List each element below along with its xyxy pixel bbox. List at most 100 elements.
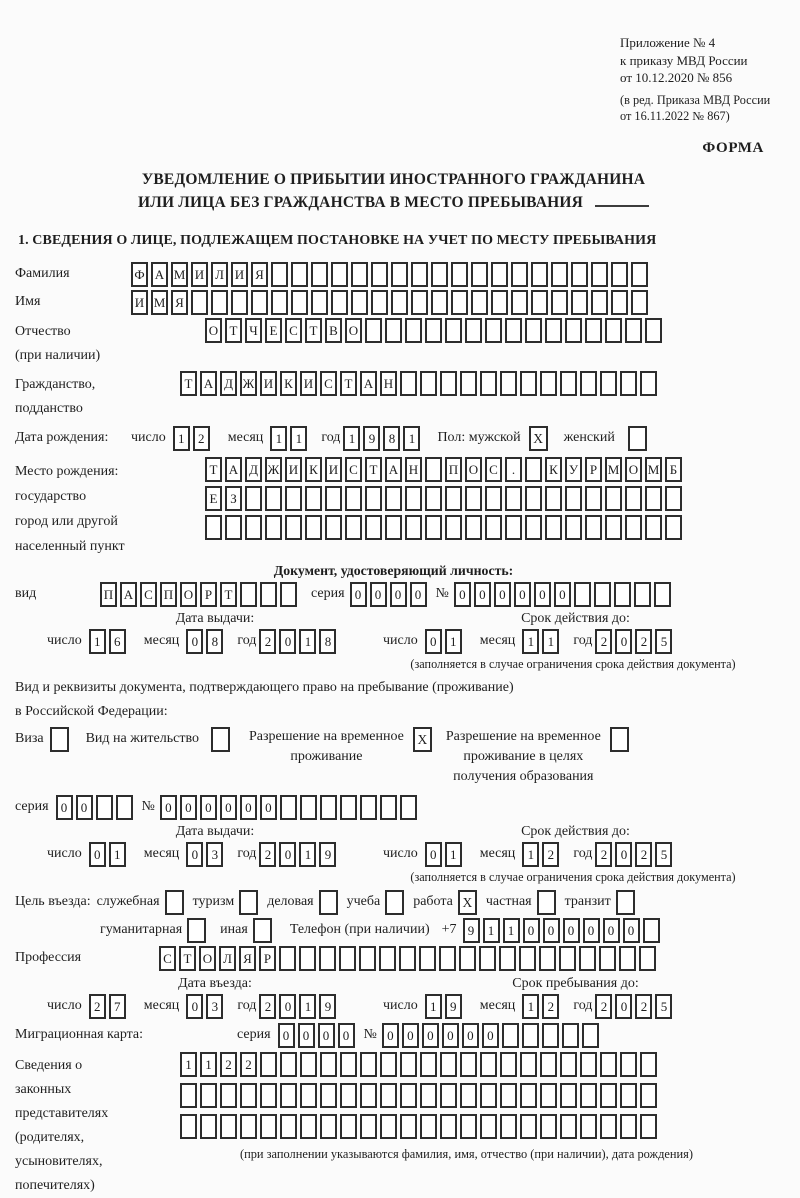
char-box — [360, 1082, 377, 1108]
char-box — [565, 317, 582, 343]
char-box — [205, 514, 222, 540]
purpose-business-label: деловая — [267, 894, 314, 909]
char-box — [491, 289, 508, 315]
title-line-2: ИЛИ ЛИЦА БЕЗ ГРАЖДАНСТВА В МЕСТО ПРЕБЫВА… — [15, 191, 772, 214]
char-box: 1 — [290, 425, 308, 451]
purpose-label: Цель въезда: — [15, 894, 91, 909]
birth-place-row-3 — [205, 514, 685, 540]
char-box — [385, 485, 402, 511]
char-box — [380, 1113, 397, 1139]
residence-series-label: серия — [15, 799, 49, 814]
char-box — [271, 289, 288, 315]
purpose-tourism-label: туризм — [192, 894, 235, 909]
char-box — [465, 485, 482, 511]
char-box: М — [605, 456, 622, 482]
residence-permit-label: Вид на жительство — [85, 730, 199, 746]
char-box — [520, 1051, 537, 1077]
char-box: 0 — [441, 1022, 459, 1048]
char-box — [580, 1082, 597, 1108]
female-checkbox — [627, 425, 647, 451]
char-box — [585, 485, 602, 511]
char-box — [519, 945, 536, 971]
char-box — [365, 514, 382, 540]
char-box — [285, 514, 302, 540]
char-box: 2 — [259, 993, 277, 1019]
char-box — [420, 1113, 437, 1139]
char-box: У — [565, 456, 582, 482]
char-box — [600, 1113, 617, 1139]
char-box — [485, 317, 502, 343]
month-label: месяц — [479, 633, 516, 648]
month-label: месяц — [143, 846, 180, 861]
char-box — [561, 1022, 579, 1048]
char-box: Б — [665, 456, 682, 482]
purpose-private-checkbox — [536, 889, 556, 915]
identity-number-label: № — [435, 586, 449, 601]
char-box: 9 — [319, 993, 337, 1019]
char-box — [385, 514, 402, 540]
char-box — [653, 581, 671, 607]
char-box: 2 — [635, 628, 653, 654]
char-box — [605, 514, 622, 540]
day-label: число — [383, 998, 418, 1013]
char-box: 0 — [279, 993, 297, 1019]
day-label: число — [383, 633, 418, 648]
purpose-row-2: гуманитарная иная Телефон (при наличии) … — [100, 917, 772, 943]
char-box: 0 — [615, 841, 633, 867]
phone-prefix: +7 — [441, 922, 457, 937]
char-box — [633, 581, 651, 607]
char-box — [245, 514, 262, 540]
char-box: 1 — [343, 425, 361, 451]
char-box — [525, 485, 542, 511]
char-box — [351, 261, 368, 287]
appendix-line: от 10.12.2020 № 856 — [620, 70, 733, 85]
char-box — [280, 1051, 297, 1077]
char-box — [581, 1022, 599, 1048]
char-box — [340, 1082, 357, 1108]
char-box — [511, 261, 528, 287]
char-box — [280, 581, 297, 607]
char-box — [505, 317, 522, 343]
char-box — [559, 945, 576, 971]
char-box: 2 — [595, 841, 613, 867]
char-box: 0 — [424, 628, 442, 654]
char-box — [605, 485, 622, 511]
char-box — [445, 514, 462, 540]
char-box: 5 — [655, 993, 673, 1019]
char-box — [340, 1113, 357, 1139]
char-box — [425, 317, 442, 343]
purpose-business-checkbox — [318, 889, 338, 915]
residence-permit-option: Вид на жительство — [85, 726, 230, 752]
temp-residence-label-line: проживание — [290, 748, 363, 764]
entry-date-heading: Дата въезда: — [178, 975, 252, 991]
char-box: 1 — [180, 1051, 197, 1077]
char-box: 8 — [206, 628, 224, 654]
char-box — [500, 1051, 517, 1077]
char-box: И — [131, 289, 148, 315]
char-box — [260, 1082, 277, 1108]
purpose-transit: транзит — [565, 889, 635, 915]
representatives-field: Сведения о законных представителях (роди… — [15, 1051, 772, 1198]
char-box — [431, 261, 448, 287]
char-box: 1 — [200, 1051, 217, 1077]
char-box: П — [100, 581, 117, 607]
char-box: 5 — [655, 628, 673, 654]
char-box — [525, 514, 542, 540]
char-box — [551, 261, 568, 287]
char-box: 2 — [595, 993, 613, 1019]
year-label: год — [321, 430, 341, 445]
char-box: 0 — [421, 1022, 439, 1048]
char-box — [560, 370, 577, 396]
char-box — [191, 289, 208, 315]
